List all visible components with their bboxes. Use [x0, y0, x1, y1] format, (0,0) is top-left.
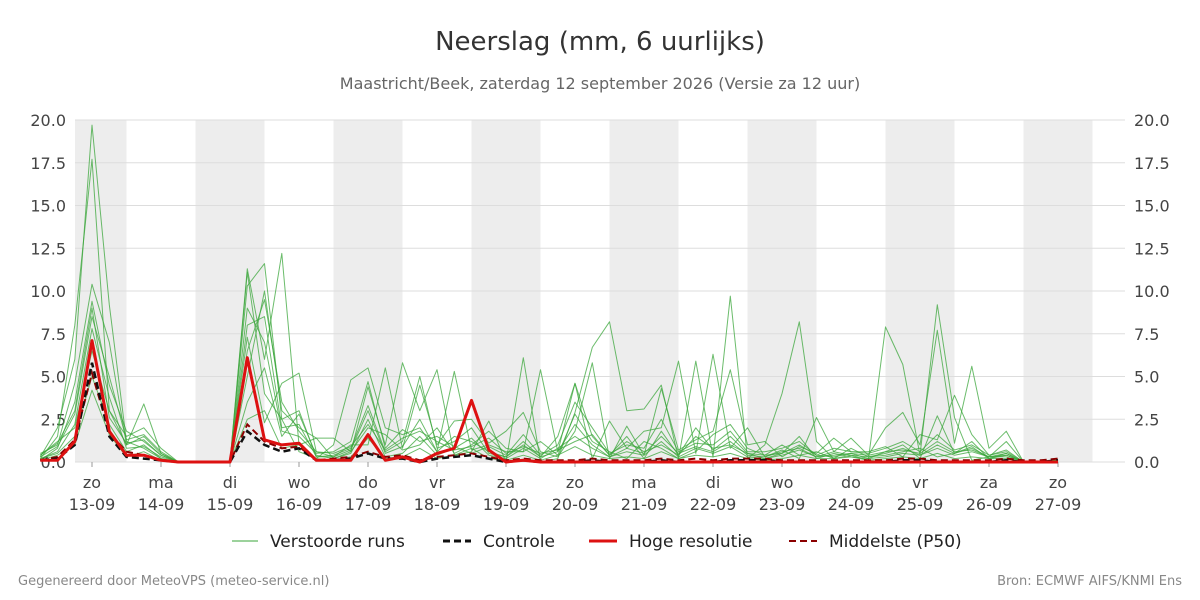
legend-item-median[interactable]: Middelste (P50)	[789, 532, 962, 552]
x-tick-day: ma	[148, 473, 173, 492]
chart-subtitle: Maastricht/Beek, zaterdag 12 september 2…	[340, 74, 860, 93]
footer-source: Bron: ECMWF AIFS/KNMI Ens	[997, 574, 1182, 589]
x-tick-day: zo	[1049, 473, 1067, 492]
y-tick-label-right: 10.0	[1134, 282, 1170, 301]
chart-title: Neerslag (mm, 6 uurlijks)	[435, 27, 765, 57]
legend-label-control: Controle	[483, 532, 555, 552]
y-axis-left: 0.02.55.07.510.012.515.017.520.0	[30, 111, 66, 472]
x-tick-day: do	[841, 473, 861, 492]
x-tick-date: 23-09	[759, 495, 806, 514]
x-tick-date: 25-09	[897, 495, 944, 514]
y-tick-label-right: 20.0	[1134, 111, 1170, 130]
x-tick-day: vr	[429, 473, 445, 492]
y-tick-label-left: 12.5	[30, 239, 66, 258]
median-line	[40, 369, 1059, 463]
legend-item-hires[interactable]: Hoge resolutie	[589, 532, 753, 552]
hires-line	[40, 339, 1058, 464]
x-tick-day: za	[980, 473, 998, 492]
x-tick-date: 20-09	[552, 495, 599, 514]
y-tick-label-right: 5.0	[1134, 368, 1159, 387]
x-tick-day: ma	[631, 473, 656, 492]
series-layer	[39, 124, 1059, 464]
x-tick-date: 21-09	[621, 495, 668, 514]
x-tick-day: wo	[771, 473, 794, 492]
x-tick-date: 24-09	[828, 495, 875, 514]
x-tick-date: 15-09	[207, 495, 254, 514]
x-tick-day: zo	[566, 473, 584, 492]
legend-label-perturbed: Verstoorde runs	[270, 532, 405, 552]
x-tick-date: 14-09	[138, 495, 185, 514]
y-tick-label-left: 10.0	[30, 282, 66, 301]
footer-generated-by: Gegenereerd door MeteoVPS (meteo-service…	[18, 574, 329, 589]
y-axis-right: 0.0 2.5 5.0 7.5 10.0 12.5 15.0 17.5 20.0	[1134, 111, 1170, 472]
x-tick-date: 18-09	[414, 495, 461, 514]
legend-label-median: Middelste (P50)	[829, 532, 962, 552]
x-tick-day: wo	[288, 473, 311, 492]
y-tick-label-left: 15.0	[30, 197, 66, 216]
y-tick-label-right: 2.5	[1134, 410, 1159, 429]
x-tick-day: vr	[912, 473, 928, 492]
x-tick-date: 26-09	[966, 495, 1013, 514]
x-tick-date: 19-09	[483, 495, 530, 514]
y-tick-label-left: 20.0	[30, 111, 66, 130]
legend: Verstoorde runs Controle Hoge resolutie …	[232, 532, 962, 552]
y-tick-label-left: 7.5	[41, 325, 66, 344]
y-tick-label-left: 5.0	[41, 368, 66, 387]
y-tick-label-right: 15.0	[1134, 197, 1170, 216]
y-tick-label-right: 12.5	[1134, 239, 1170, 258]
legend-item-control[interactable]: Controle	[443, 532, 555, 552]
legend-label-hires: Hoge resolutie	[629, 532, 753, 552]
x-tick-day: za	[497, 473, 515, 492]
y-tick-label-right: 17.5	[1134, 154, 1170, 173]
x-tick-date: 13-09	[69, 495, 116, 514]
y-tick-label-right: 7.5	[1134, 325, 1159, 344]
y-tick-label-right: 0.0	[1134, 453, 1159, 472]
x-tick-day: di	[223, 473, 238, 492]
x-tick-day: do	[358, 473, 378, 492]
y-tick-label-left: 17.5	[30, 154, 66, 173]
x-axis: zo 13-09 ma 14-09 di 15-09 wo 16-09 do 17-09 vr 18-…	[69, 462, 1082, 514]
x-tick-day: zo	[83, 473, 101, 492]
x-tick-date: 27-09	[1035, 495, 1082, 514]
x-tick-date: 17-09	[345, 495, 392, 514]
x-tick-date: 22-09	[690, 495, 737, 514]
x-tick-date: 16-09	[276, 495, 323, 514]
x-tick-day: di	[706, 473, 721, 492]
legend-item-perturbed[interactable]: Verstoorde runs	[232, 532, 405, 552]
